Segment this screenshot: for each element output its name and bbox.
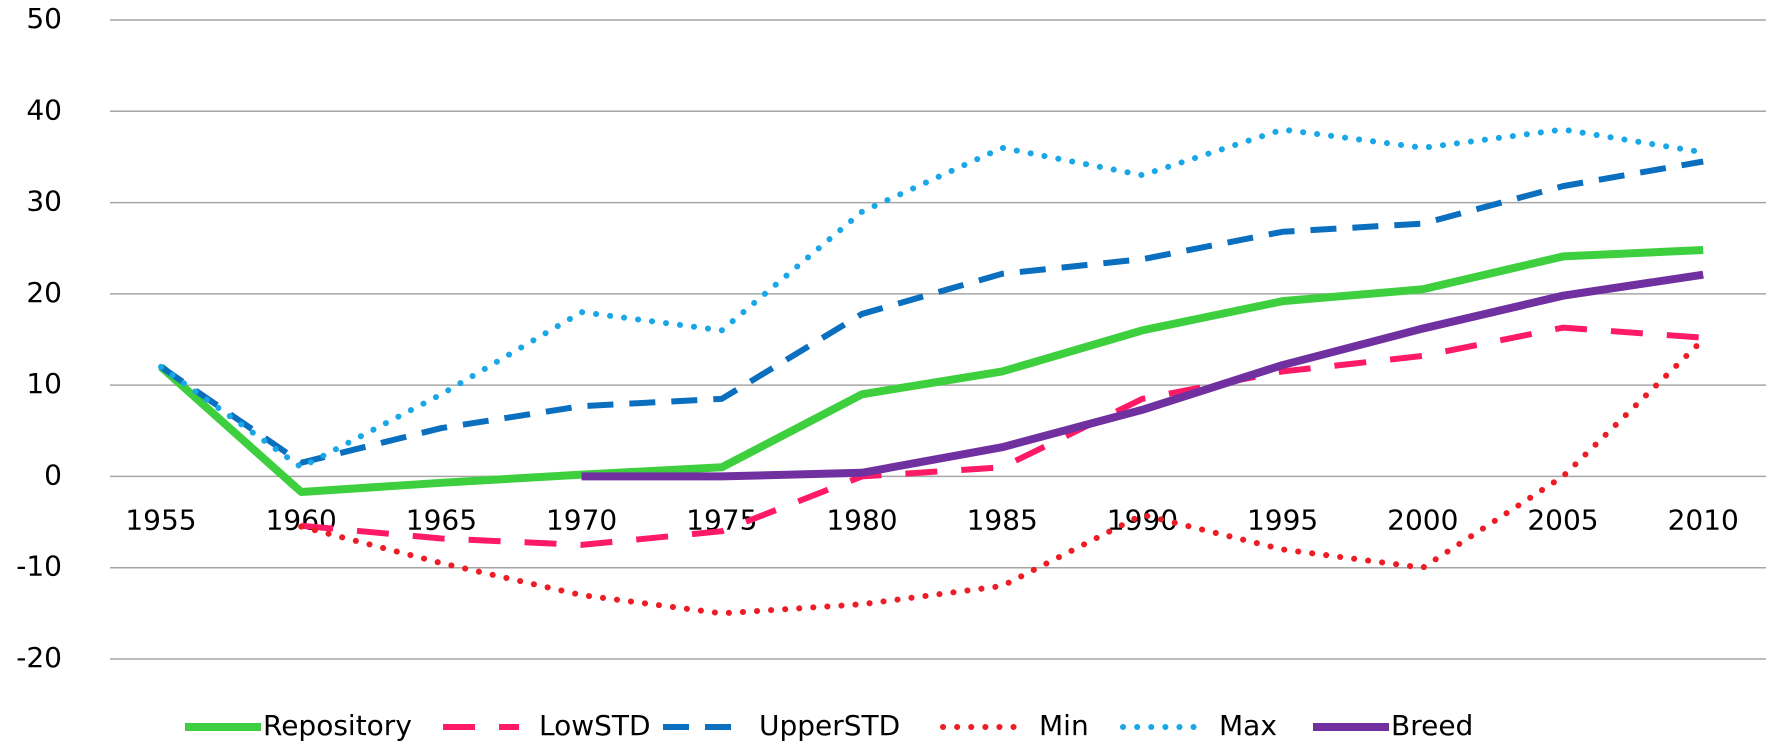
- y-tick-label: 10: [26, 367, 62, 400]
- x-tick-label: 1965: [406, 503, 477, 536]
- legend-label: UpperSTD: [759, 709, 900, 742]
- x-tick-label: 1955: [125, 503, 196, 536]
- legend-label: Min: [1039, 709, 1089, 742]
- x-tick-label: 1970: [546, 503, 617, 536]
- x-tick-label: 1990: [1107, 503, 1178, 536]
- y-tick-label: 0: [44, 458, 62, 491]
- series-line: [581, 270, 1704, 481]
- legend-label: Breed: [1391, 709, 1473, 742]
- series-line: [159, 158, 1704, 466]
- y-tick-label: 20: [26, 276, 62, 309]
- x-tick-label: 2010: [1668, 503, 1739, 536]
- y-tick-label: -10: [16, 550, 62, 583]
- series-line: [158, 126, 1707, 471]
- x-tick-label: 1980: [826, 503, 897, 536]
- series-line: [300, 324, 1704, 548]
- x-tick-label: 1985: [967, 503, 1038, 536]
- legend-label: Max: [1219, 709, 1277, 742]
- y-tick-label: 40: [26, 93, 62, 126]
- y-tick-label: -20: [16, 641, 62, 674]
- legend-label: Repository: [263, 709, 412, 742]
- x-tick-label: 2000: [1387, 503, 1458, 536]
- series-line: [158, 246, 1704, 496]
- series-line: [298, 336, 1707, 617]
- x-tick-label: 1995: [1247, 503, 1318, 536]
- y-tick-label: 50: [26, 2, 62, 35]
- legend-label: LowSTD: [539, 709, 651, 742]
- y-tick-label: 30: [26, 185, 62, 218]
- x-tick-label: 2005: [1527, 503, 1598, 536]
- x-tick-label: 1960: [266, 503, 337, 536]
